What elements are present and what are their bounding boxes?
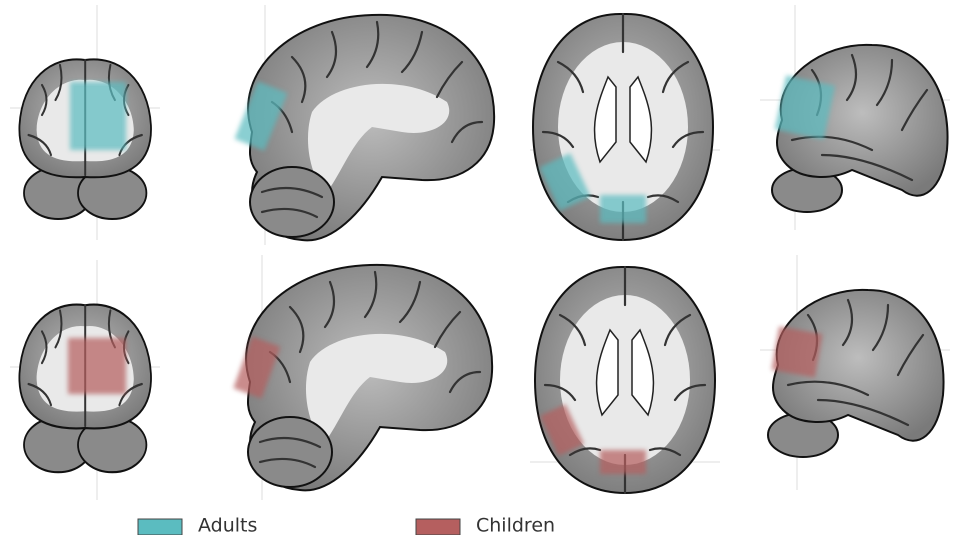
roi — [774, 75, 836, 140]
roi — [600, 195, 646, 223]
roi-group — [68, 326, 823, 474]
roi — [234, 81, 288, 151]
roi — [600, 450, 646, 474]
legend-swatch — [137, 518, 183, 535]
legend-label: Children — [476, 515, 555, 535]
roi — [540, 404, 584, 456]
legend: Adults Children — [137, 515, 555, 535]
roi-group — [70, 75, 836, 223]
roi — [539, 153, 591, 211]
roi — [68, 338, 126, 394]
brain-row-adults — [18, 12, 949, 242]
roi — [70, 82, 126, 150]
legend-label: Adults — [198, 515, 257, 535]
sagittal-slice — [245, 263, 494, 492]
brain-row-children — [18, 263, 945, 495]
legend-swatch — [415, 518, 461, 535]
roi — [233, 336, 281, 399]
roi — [771, 326, 823, 378]
sagittal-slice — [247, 13, 496, 242]
